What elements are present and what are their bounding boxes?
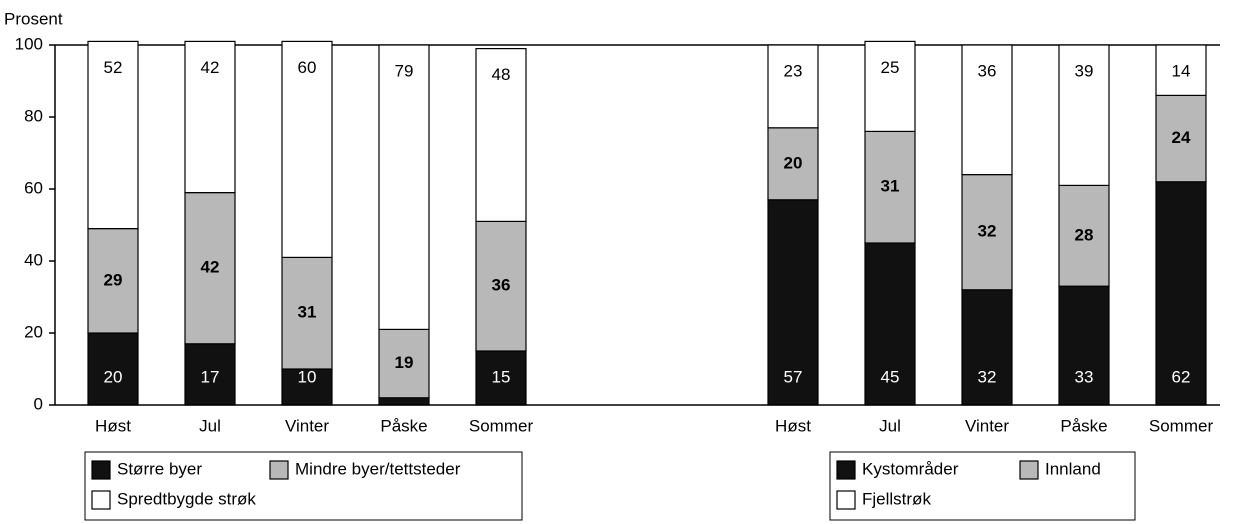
bar-segment (767, 199, 819, 406)
legend-swatch (269, 460, 289, 480)
y-tick-label: 0 (34, 394, 43, 413)
bar-segment (864, 40, 916, 133)
bar-segment (475, 220, 527, 352)
data-label: 62 (1172, 367, 1191, 386)
legend-swatch (836, 490, 856, 510)
data-label: 32 (978, 222, 997, 241)
bar-segment (184, 40, 236, 194)
data-label: 42 (201, 258, 220, 277)
bar-segment (281, 40, 333, 259)
legend-label: Mindre byer/tettsteder (295, 459, 461, 478)
x-tick-label: Sommer (1149, 416, 1214, 435)
bar-segment (1058, 285, 1110, 406)
bar-segment (1058, 184, 1110, 287)
bar-segment (87, 332, 139, 406)
bar-segment (1058, 44, 1110, 186)
x-tick-label: Vinter (965, 416, 1009, 435)
data-label: 17 (201, 367, 220, 386)
data-label: 57 (784, 367, 803, 386)
legend-label: Fjellstrøk (862, 489, 931, 508)
legend-label: Kystområder (862, 459, 959, 478)
data-label: 20 (784, 153, 803, 172)
data-label: 48 (492, 65, 511, 84)
data-label: 33 (1075, 367, 1094, 386)
bar-segment (1155, 181, 1207, 406)
data-label: 25 (881, 58, 900, 77)
x-tick-label: Vinter (285, 416, 329, 435)
y-tick-label: 100 (15, 34, 43, 53)
data-label: 45 (881, 367, 900, 386)
bar-segment (767, 44, 819, 129)
data-label: 39 (1075, 61, 1094, 80)
bar-segment (184, 343, 236, 406)
x-tick-label: Jul (879, 416, 901, 435)
legend-label: Større byer (117, 459, 202, 478)
x-tick-label: Høst (775, 416, 811, 435)
x-tick-label: Påske (1060, 416, 1107, 435)
legend-label: Innland (1045, 459, 1101, 478)
data-label: 60 (298, 58, 317, 77)
bar-segment (961, 44, 1013, 176)
bar-segment (961, 289, 1013, 406)
legend-swatch (91, 490, 111, 510)
bar-segment (281, 368, 333, 406)
legend-swatch (1019, 460, 1039, 480)
data-label: 31 (881, 177, 900, 196)
bar-segment (767, 127, 819, 201)
data-label: 19 (395, 353, 414, 372)
bar-segment (378, 44, 430, 330)
x-tick-label: Påske (380, 416, 427, 435)
y-axis-label: Prosent (4, 9, 63, 28)
bar-segment (475, 47, 527, 223)
data-label: 36 (978, 61, 997, 80)
bar-segment (864, 242, 916, 406)
legend-swatch (836, 460, 856, 480)
data-label: 20 (104, 367, 123, 386)
bar-segment (87, 228, 139, 334)
x-tick-label: Sommer (469, 416, 534, 435)
data-label: 15 (492, 367, 511, 386)
bar-segment (864, 130, 916, 244)
legend-swatch (91, 460, 111, 480)
data-label: 24 (1172, 128, 1191, 147)
data-label: 31 (298, 303, 317, 322)
bar-segment (378, 397, 430, 406)
y-tick-label: 60 (24, 178, 43, 197)
bar-segment (1155, 44, 1207, 97)
y-tick-label: 80 (24, 106, 43, 125)
bar-segment (184, 192, 236, 345)
data-label: 10 (298, 367, 317, 386)
x-tick-label: Jul (199, 416, 221, 435)
data-label: 29 (104, 270, 123, 289)
legend-box (829, 451, 1136, 521)
legend-label: Spredtbygde strøk (117, 489, 256, 508)
data-label: 23 (784, 61, 803, 80)
data-label: 52 (104, 58, 123, 77)
data-label: 42 (201, 58, 220, 77)
bar-segment (961, 174, 1013, 291)
data-label: 28 (1075, 225, 1094, 244)
y-tick-label: 40 (24, 250, 43, 269)
x-tick-label: Høst (95, 416, 131, 435)
data-label: 14 (1172, 61, 1191, 80)
legend-box (84, 451, 523, 521)
bar-segment (87, 40, 139, 230)
data-label: 36 (492, 276, 511, 295)
data-label: 32 (978, 367, 997, 386)
y-tick-label: 20 (24, 322, 43, 341)
bar-segment (475, 350, 527, 406)
bar-segment (378, 328, 430, 399)
data-label: 79 (395, 61, 414, 80)
